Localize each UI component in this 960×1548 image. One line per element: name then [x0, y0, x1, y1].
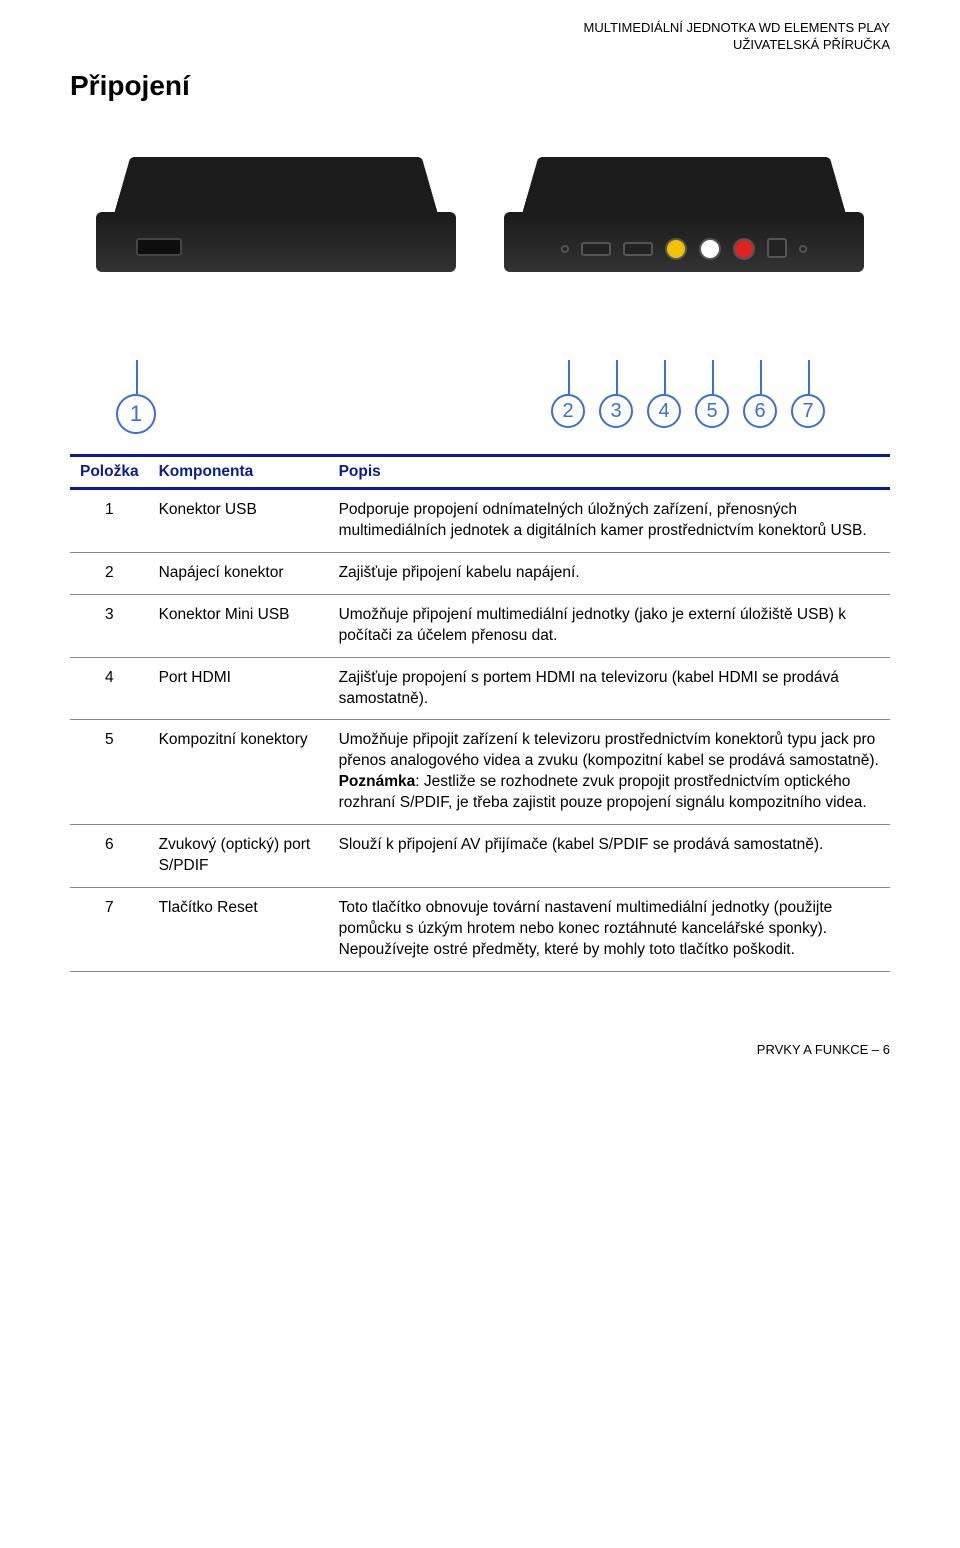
desc-pre: Umožňuje připojit zařízení k televizoru …: [339, 731, 879, 769]
hdmi-port-icon: [623, 242, 653, 256]
composite-audio-r-icon: [733, 238, 755, 260]
reset-hole-icon: [799, 245, 807, 253]
cell-desc: Podporuje propojení odnímatelných úložný…: [329, 489, 890, 553]
cell-component: Napájecí konektor: [149, 552, 329, 594]
composite-video-icon: [665, 238, 687, 260]
page-title: Připojení: [70, 70, 890, 102]
cell-component: Kompozitní konektory: [149, 720, 329, 825]
table-row: 2 Napájecí konektor Zajišťuje připojení …: [70, 552, 890, 594]
th-item: Položka: [70, 456, 149, 489]
cell-desc: Zajišťuje propojení s portem HDMI na tel…: [329, 657, 890, 720]
callout-5: 5: [695, 394, 729, 428]
cell-desc: Toto tlačítko obnovuje tovární nastavení…: [329, 887, 890, 971]
callout-7: 7: [791, 394, 825, 428]
table-row: 7 Tlačítko Reset Toto tlačítko obnovuje …: [70, 887, 890, 971]
components-table: Položka Komponenta Popis 1 Konektor USB …: [70, 454, 890, 972]
page-footer: PRVKY A FUNKCE – 6: [70, 1042, 890, 1057]
header-line1: MULTIMEDIÁLNÍ JEDNOTKA WD ELEMENTS PLAY: [583, 20, 890, 37]
table-row: 1 Konektor USB Podporuje propojení odním…: [70, 489, 890, 553]
device-rear-view: [494, 122, 874, 292]
desc-post: : Jestliže se rozhodnete zvuk propojit p…: [339, 773, 867, 811]
cell-component: Port HDMI: [149, 657, 329, 720]
callout-1: 1: [116, 394, 156, 434]
table-row: 4 Port HDMI Zajišťuje propojení s portem…: [70, 657, 890, 720]
th-desc: Popis: [329, 456, 890, 489]
cell-num: 6: [70, 825, 149, 888]
cell-num: 1: [70, 489, 149, 553]
callout-3: 3: [599, 394, 633, 428]
cell-num: 4: [70, 657, 149, 720]
header-block: MULTIMEDIÁLNÍ JEDNOTKA WD ELEMENTS PLAY …: [583, 20, 890, 54]
header-line2: UŽIVATELSKÁ PŘÍRUČKA: [583, 37, 890, 54]
device-front-view: [86, 122, 466, 292]
cell-num: 5: [70, 720, 149, 825]
power-jack-icon: [561, 245, 569, 253]
usb-port-icon: [136, 238, 182, 256]
cell-desc: Zajišťuje připojení kabelu napájení.: [329, 552, 890, 594]
cell-desc: Umožňuje připojení multimediální jednotk…: [329, 594, 890, 657]
callout-4: 4: [647, 394, 681, 428]
th-component: Komponenta: [149, 456, 329, 489]
cell-component: Konektor USB: [149, 489, 329, 553]
table-row: 6 Zvukový (optický) port S/PDIF Slouží k…: [70, 825, 890, 888]
cell-num: 7: [70, 887, 149, 971]
cell-component: Konektor Mini USB: [149, 594, 329, 657]
miniusb-port-icon: [581, 242, 611, 256]
cell-desc: Slouží k připojení AV přijímače (kabel S…: [329, 825, 890, 888]
optical-port-icon: [767, 238, 787, 258]
rear-ports-row: [494, 238, 874, 260]
table-row: 5 Kompozitní konektory Umožňuje připojit…: [70, 720, 890, 825]
cell-desc: Umožňuje připojit zařízení k televizoru …: [329, 720, 890, 825]
cell-component: Tlačítko Reset: [149, 887, 329, 971]
callout-6: 6: [743, 394, 777, 428]
cell-component: Zvukový (optický) port S/PDIF: [149, 825, 329, 888]
table-row: 3 Konektor Mini USB Umožňuje připojení m…: [70, 594, 890, 657]
note-label: Poznámka: [339, 773, 416, 790]
callout-row: 1 2 3 4 5 6 7: [70, 394, 890, 454]
cell-num: 2: [70, 552, 149, 594]
callout-2: 2: [551, 394, 585, 428]
composite-audio-l-icon: [699, 238, 721, 260]
cell-num: 3: [70, 594, 149, 657]
device-diagram: [70, 122, 890, 382]
